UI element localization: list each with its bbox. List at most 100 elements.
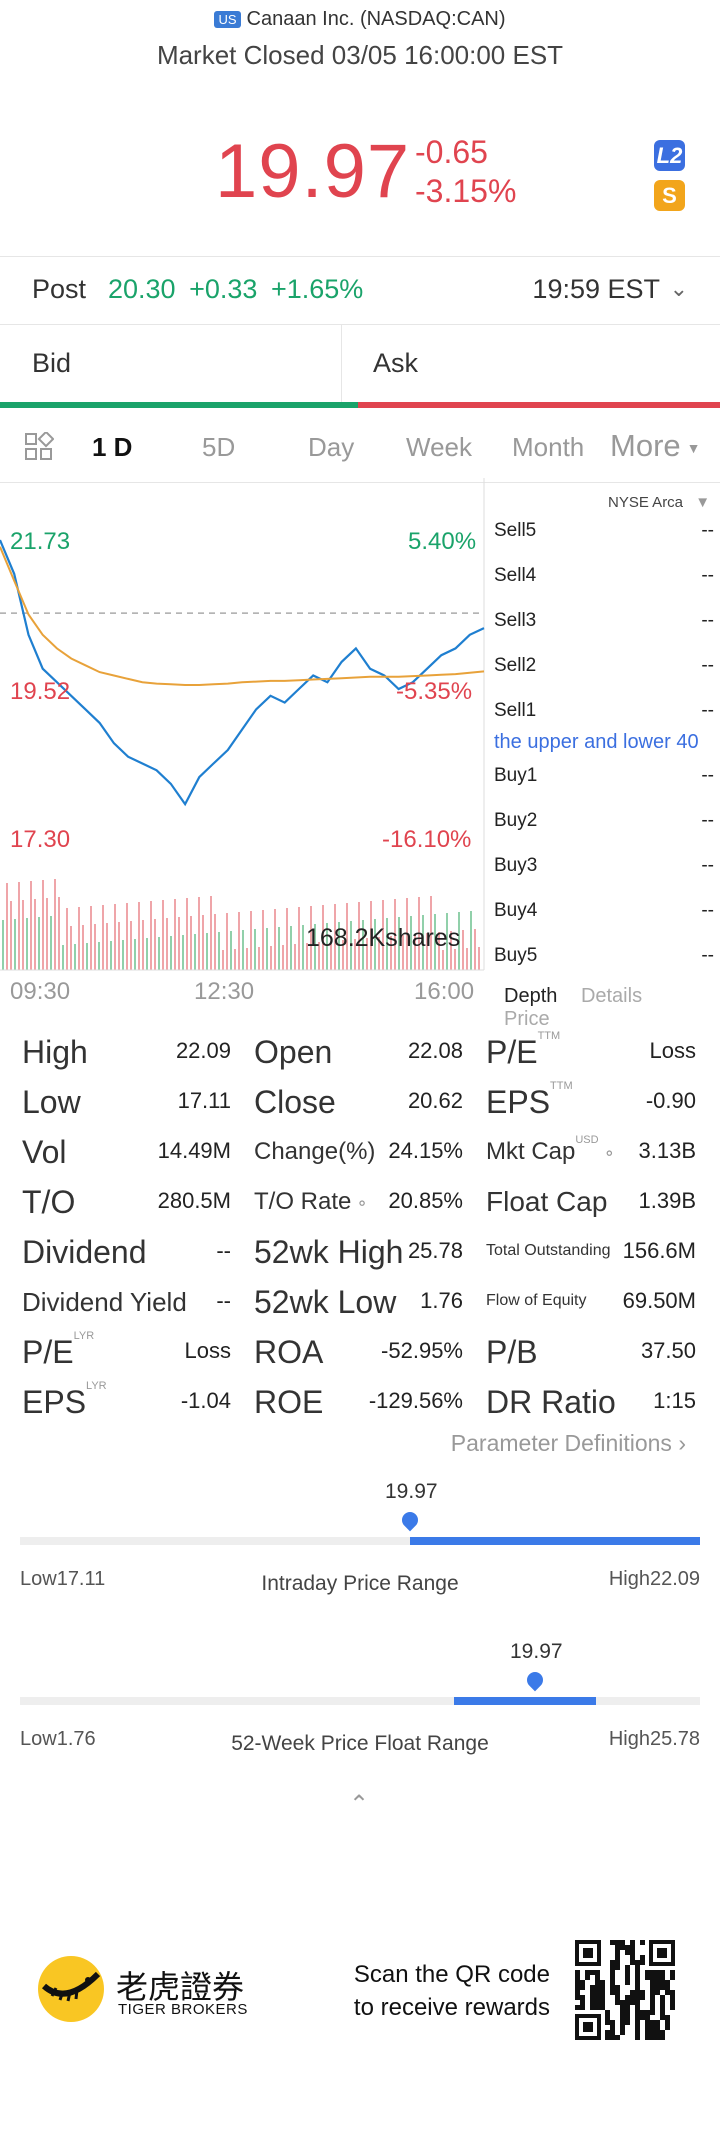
volume-bar <box>198 897 200 970</box>
stat-label: Float Cap <box>486 1186 607 1218</box>
dollar-badge[interactable]: S <box>654 180 685 211</box>
exchange-selector[interactable]: NYSE Arca ▼ <box>608 494 710 511</box>
tab-month[interactable]: Month <box>512 432 585 462</box>
stat-label-text: Float Cap <box>486 1186 608 1217</box>
volume-bar <box>194 934 196 970</box>
stat-label-text: EPS <box>486 1084 551 1120</box>
buy-level-row: Buy1 -- <box>494 765 720 787</box>
volume-bar <box>366 938 368 970</box>
volume-bar <box>154 919 156 970</box>
chevron-down-icon[interactable]: ⌄ <box>669 276 688 301</box>
volume-bar <box>202 915 204 970</box>
volume-bar <box>466 948 468 970</box>
bid-ask-panel[interactable]: Bid Ask <box>0 324 720 408</box>
volume-bar <box>134 939 136 970</box>
tab-depth[interactable]: Depth <box>504 985 558 1007</box>
volume-bar <box>78 907 80 970</box>
tab-more[interactable]: More ▼ <box>610 428 701 464</box>
post-market-row[interactable]: Post 20.30 +0.33 +1.65% 19:59 EST ⌄ <box>0 258 720 322</box>
tab-5d[interactable]: 5D <box>202 432 236 462</box>
orderbook-note: the upper and lower 40 <box>494 731 699 753</box>
sell-level-row: Sell3 -- <box>494 610 720 632</box>
buy-level-row: Buy2 -- <box>494 810 720 832</box>
volume-bar <box>450 931 452 970</box>
stat-label-text: 52wk High <box>254 1234 404 1270</box>
tab-week[interactable]: Week <box>406 432 472 462</box>
title-bar: US Canaan Inc. (NASDAQ:CAN) <box>0 8 720 31</box>
stat-value: 22.09 <box>175 1038 231 1063</box>
sell-level-row: Sell4 -- <box>494 565 720 587</box>
stat-label-text: EPS <box>22 1384 87 1420</box>
volume-bar <box>142 920 144 970</box>
buy-level-row: Buy4 -- <box>494 900 720 922</box>
volume-bar <box>138 902 140 970</box>
volume-bar <box>42 880 44 970</box>
volume-bar <box>298 907 300 970</box>
more-info-icon[interactable]: ⚬ <box>355 1196 369 1213</box>
post-label: Post <box>32 274 87 304</box>
week52-range-title: 52-Week Price Float Range <box>231 1732 489 1755</box>
brand-name-en: TIGER BROKERS <box>118 2001 248 2018</box>
intraday-range-track <box>20 1537 700 1545</box>
volume-bar <box>426 933 428 970</box>
stat-label: Mkt CapUSD⚬ <box>486 1134 616 1166</box>
stat-label-text: P/E <box>486 1034 538 1070</box>
stat-value: 14.49M <box>157 1138 231 1163</box>
tab-price[interactable]: Price <box>504 1008 550 1030</box>
stat-value: 24.15% <box>388 1138 463 1163</box>
volume-bar <box>454 949 456 970</box>
brand-name-cn: 老虎證券 <box>116 1968 245 2006</box>
tab-day[interactable]: Day <box>308 432 355 462</box>
sell-level-value: -- <box>701 520 714 541</box>
volume-bar <box>170 936 172 970</box>
volume-bar <box>98 942 100 970</box>
chart-period-tabs: 1 D 5D Day Week Month More ▼ <box>0 418 720 478</box>
intraday-current-price: 19.97 <box>385 1480 438 1503</box>
volume-bar <box>182 935 184 970</box>
collapse-caret-icon[interactable]: ⌃ <box>349 1791 370 1818</box>
volume-bar <box>206 933 208 970</box>
level2-badge[interactable]: L2 <box>654 140 685 171</box>
market-badge: US <box>214 11 241 28</box>
volume-bar <box>330 941 332 970</box>
tab-details[interactable]: Details <box>580 985 643 1007</box>
stat-label: Open <box>254 1034 332 1071</box>
volume-bar <box>358 902 360 970</box>
volume-bar <box>334 904 336 970</box>
intraday-chart[interactable] <box>0 478 490 1008</box>
volume-bar <box>326 923 328 970</box>
volume-bar <box>70 926 72 970</box>
more-info-icon[interactable]: ⚬ <box>602 1146 616 1163</box>
volume-bar <box>398 917 400 970</box>
sell-level-value: -- <box>701 655 714 676</box>
volume-bar <box>434 914 436 970</box>
stat-value: -1.04 <box>180 1388 231 1413</box>
stat-value: 17.11 <box>177 1088 231 1113</box>
stat-label: Change(%) <box>254 1138 375 1166</box>
week52-low: Low1.76 <box>20 1728 96 1750</box>
volume-bar <box>270 946 272 970</box>
grid-icon[interactable] <box>24 430 55 469</box>
chevron-right-icon: › <box>678 1430 686 1456</box>
volume-bar <box>50 916 52 970</box>
volume-bar <box>10 901 12 970</box>
tiger-logo-icon <box>38 1956 104 2022</box>
volume-bar <box>442 950 444 970</box>
stat-value: 1.39B <box>638 1188 697 1213</box>
volume-bar <box>438 932 440 970</box>
tab-1d[interactable]: 1 D <box>92 432 133 462</box>
sell-level-label: Sell4 <box>494 565 537 586</box>
post-price: 20.30 <box>108 274 176 304</box>
caret-down-icon: ▼ <box>686 439 701 456</box>
post-values: 20.30 +0.33 +1.65% <box>108 274 363 305</box>
bid-strength-bar <box>0 402 358 408</box>
qr-caption: Scan the QR code to receive rewards <box>354 1958 550 2024</box>
stat-label-text: Mkt Cap <box>486 1138 576 1165</box>
y-label-low: 17.30 <box>10 826 71 853</box>
stat-label: Vol <box>22 1134 66 1171</box>
volume-bar <box>254 929 256 970</box>
volume-bar <box>118 922 120 970</box>
parameter-definitions-link[interactable]: Parameter Definitions › <box>451 1430 686 1457</box>
volume-bar <box>470 911 472 970</box>
tab-more-label: More <box>610 428 681 463</box>
